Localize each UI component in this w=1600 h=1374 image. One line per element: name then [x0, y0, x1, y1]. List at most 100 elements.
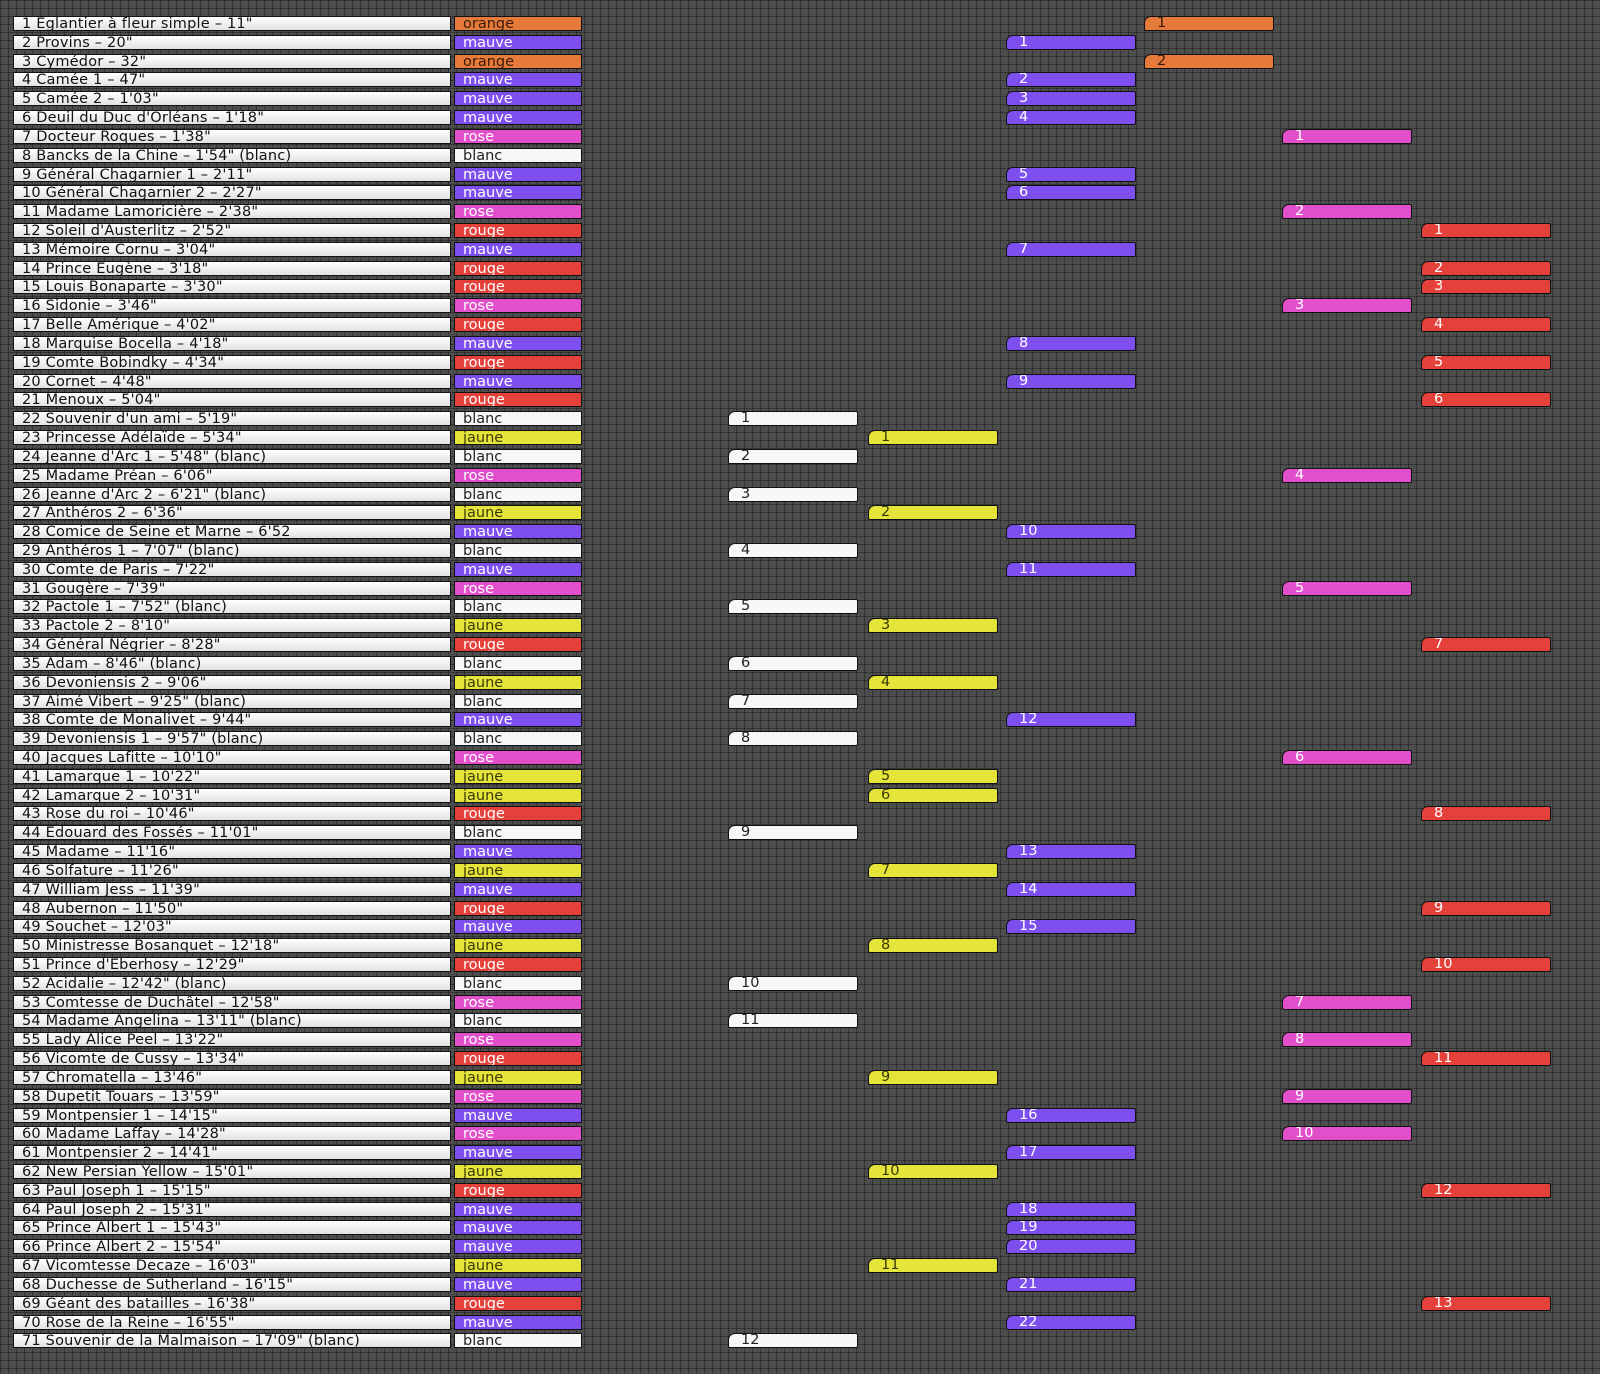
track-color-tag[interactable]: blanc [454, 656, 582, 671]
track-color-tag[interactable]: mauve [454, 1220, 582, 1235]
timeline-segment-rose[interactable]: 9 [1282, 1089, 1412, 1104]
timeline-segment-blanc[interactable]: 4 [728, 543, 858, 558]
timeline-segment-rose[interactable]: 10 [1282, 1126, 1412, 1141]
track-title[interactable]: 58 Dupetit Touars – 13'59" [13, 1089, 451, 1104]
track-title[interactable]: 24 Jeanne d'Arc 1 – 5'48" (blanc) [13, 449, 451, 464]
track-title[interactable]: 28 Comice de Seine et Marne – 6'52 [13, 524, 451, 539]
track-title[interactable]: 16 Sidonie – 3'46" [13, 298, 451, 313]
timeline-segment-rose[interactable]: 1 [1282, 129, 1412, 144]
track-title[interactable]: 47 William Jess – 11'39" [13, 882, 451, 897]
timeline-segment-mauve[interactable]: 9 [1006, 374, 1136, 389]
track-title[interactable]: 11 Madame Lamoricière – 2'38" [13, 204, 451, 219]
track-color-tag[interactable]: rose [454, 1089, 582, 1104]
track-color-tag[interactable]: rouge [454, 957, 582, 972]
track-color-tag[interactable]: mauve [454, 919, 582, 934]
track-title[interactable]: 25 Madame Préan – 6'06" [13, 468, 451, 483]
timeline-segment-blanc[interactable]: 8 [728, 731, 858, 746]
track-color-tag[interactable]: blanc [454, 1333, 582, 1348]
track-title[interactable]: 64 Paul Joseph 2 – 15'31" [13, 1202, 451, 1217]
track-title[interactable]: 65 Prince Albert 1 – 15'43" [13, 1220, 451, 1235]
track-color-tag[interactable]: blanc [454, 825, 582, 840]
track-title[interactable]: 70 Rose de la Reine – 16'55" [13, 1315, 451, 1330]
timeline-segment-jaune[interactable]: 7 [868, 863, 998, 878]
timeline-segment-mauve[interactable]: 12 [1006, 712, 1136, 727]
timeline-segment-mauve[interactable]: 1 [1006, 35, 1136, 50]
timeline-segment-mauve[interactable]: 21 [1006, 1277, 1136, 1292]
timeline-segment-mauve[interactable]: 17 [1006, 1145, 1136, 1160]
timeline-segment-rouge[interactable]: 7 [1421, 637, 1551, 652]
track-title[interactable]: 10 Général Chagarnier 2 – 2'27" [13, 185, 451, 200]
timeline-segment-blanc[interactable]: 1 [728, 411, 858, 426]
track-color-tag[interactable]: mauve [454, 167, 582, 182]
track-title[interactable]: 71 Souvenir de la Malmaison – 17'09" (bl… [13, 1333, 451, 1348]
track-color-tag[interactable]: rouge [454, 1183, 582, 1198]
track-color-tag[interactable]: jaune [454, 769, 582, 784]
track-color-tag[interactable]: orange [454, 16, 582, 31]
timeline-segment-mauve[interactable]: 18 [1006, 1202, 1136, 1217]
track-color-tag[interactable]: blanc [454, 694, 582, 709]
track-color-tag[interactable]: rose [454, 468, 582, 483]
timeline-segment-rouge[interactable]: 5 [1421, 355, 1551, 370]
track-title[interactable]: 17 Belle Amérique – 4'02" [13, 317, 451, 332]
track-title[interactable]: 26 Jeanne d'Arc 2 – 6'21" (blanc) [13, 487, 451, 502]
timeline-segment-mauve[interactable]: 7 [1006, 242, 1136, 257]
track-color-tag[interactable]: mauve [454, 844, 582, 859]
track-color-tag[interactable]: rouge [454, 1051, 582, 1066]
timeline-segment-jaune[interactable]: 4 [868, 675, 998, 690]
track-title[interactable]: 18 Marquise Bocella – 4'18" [13, 336, 451, 351]
track-title[interactable]: 54 Madame Angelina – 13'11" (blanc) [13, 1013, 451, 1028]
track-title[interactable]: 55 Lady Alice Peel – 13'22" [13, 1032, 451, 1047]
track-color-tag[interactable]: jaune [454, 505, 582, 520]
track-color-tag[interactable]: rose [454, 129, 582, 144]
track-color-tag[interactable]: mauve [454, 35, 582, 50]
timeline-segment-rouge[interactable]: 1 [1421, 223, 1551, 238]
track-color-tag[interactable]: jaune [454, 938, 582, 953]
track-color-tag[interactable]: blanc [454, 1013, 582, 1028]
timeline-segment-jaune[interactable]: 11 [868, 1258, 998, 1273]
track-title[interactable]: 6 Deuil du Duc d'Orléans – 1'18" [13, 110, 451, 125]
timeline-segment-mauve[interactable]: 20 [1006, 1239, 1136, 1254]
track-color-tag[interactable]: mauve [454, 1239, 582, 1254]
timeline-segment-rouge[interactable]: 10 [1421, 957, 1551, 972]
timeline-segment-mauve[interactable]: 15 [1006, 919, 1136, 934]
timeline-segment-blanc[interactable]: 9 [728, 825, 858, 840]
timeline-segment-mauve[interactable]: 10 [1006, 524, 1136, 539]
track-title[interactable]: 66 Prince Albert 2 – 15'54" [13, 1239, 451, 1254]
track-color-tag[interactable]: rose [454, 298, 582, 313]
timeline-segment-jaune[interactable]: 2 [868, 505, 998, 520]
track-color-tag[interactable]: jaune [454, 863, 582, 878]
track-color-tag[interactable]: rose [454, 1032, 582, 1047]
track-title[interactable]: 29 Anthéros 1 – 7'07" (blanc) [13, 543, 451, 558]
track-title[interactable]: 39 Devoniensis 1 – 9'57" (blanc) [13, 731, 451, 746]
track-title[interactable]: 2 Provins – 20" [13, 35, 451, 50]
track-title[interactable]: 62 New Persian Yellow – 15'01" [13, 1164, 451, 1179]
timeline-segment-rose[interactable]: 4 [1282, 468, 1412, 483]
track-color-tag[interactable]: mauve [454, 562, 582, 577]
track-color-tag[interactable]: mauve [454, 242, 582, 257]
timeline-segment-rouge[interactable]: 2 [1421, 261, 1551, 276]
track-color-tag[interactable]: blanc [454, 731, 582, 746]
track-title[interactable]: 35 Adam – 8'46" (blanc) [13, 656, 451, 671]
timeline-segment-mauve[interactable]: 13 [1006, 844, 1136, 859]
timeline-segment-mauve[interactable]: 22 [1006, 1315, 1136, 1330]
timeline-segment-jaune[interactable]: 5 [868, 769, 998, 784]
track-title[interactable]: 32 Pactole 1 – 7'52" (blanc) [13, 599, 451, 614]
track-title[interactable]: 5 Camée 2 – 1'03" [13, 91, 451, 106]
timeline-segment-blanc[interactable]: 5 [728, 599, 858, 614]
track-color-tag[interactable]: mauve [454, 72, 582, 87]
track-title[interactable]: 30 Comte de Paris – 7'22" [13, 562, 451, 577]
track-color-tag[interactable]: mauve [454, 1145, 582, 1160]
timeline-segment-rouge[interactable]: 11 [1421, 1051, 1551, 1066]
track-title[interactable]: 57 Chromatella – 13'46" [13, 1070, 451, 1085]
track-title[interactable]: 37 Aimé Vibert – 9'25" (blanc) [13, 694, 451, 709]
track-title[interactable]: 68 Duchesse de Sutherland – 16'15" [13, 1277, 451, 1292]
track-title[interactable]: 33 Pactole 2 – 8'10" [13, 618, 451, 633]
track-color-tag[interactable]: mauve [454, 91, 582, 106]
track-color-tag[interactable]: rose [454, 1126, 582, 1141]
track-color-tag[interactable]: mauve [454, 882, 582, 897]
timeline-segment-mauve[interactable]: 6 [1006, 185, 1136, 200]
track-title[interactable]: 63 Paul Joseph 1 – 15'15" [13, 1183, 451, 1198]
timeline-segment-mauve[interactable]: 8 [1006, 336, 1136, 351]
track-title[interactable]: 7 Docteur Roques – 1'38" [13, 129, 451, 144]
track-title[interactable]: 9 Général Chagarnier 1 – 2'11" [13, 167, 451, 182]
